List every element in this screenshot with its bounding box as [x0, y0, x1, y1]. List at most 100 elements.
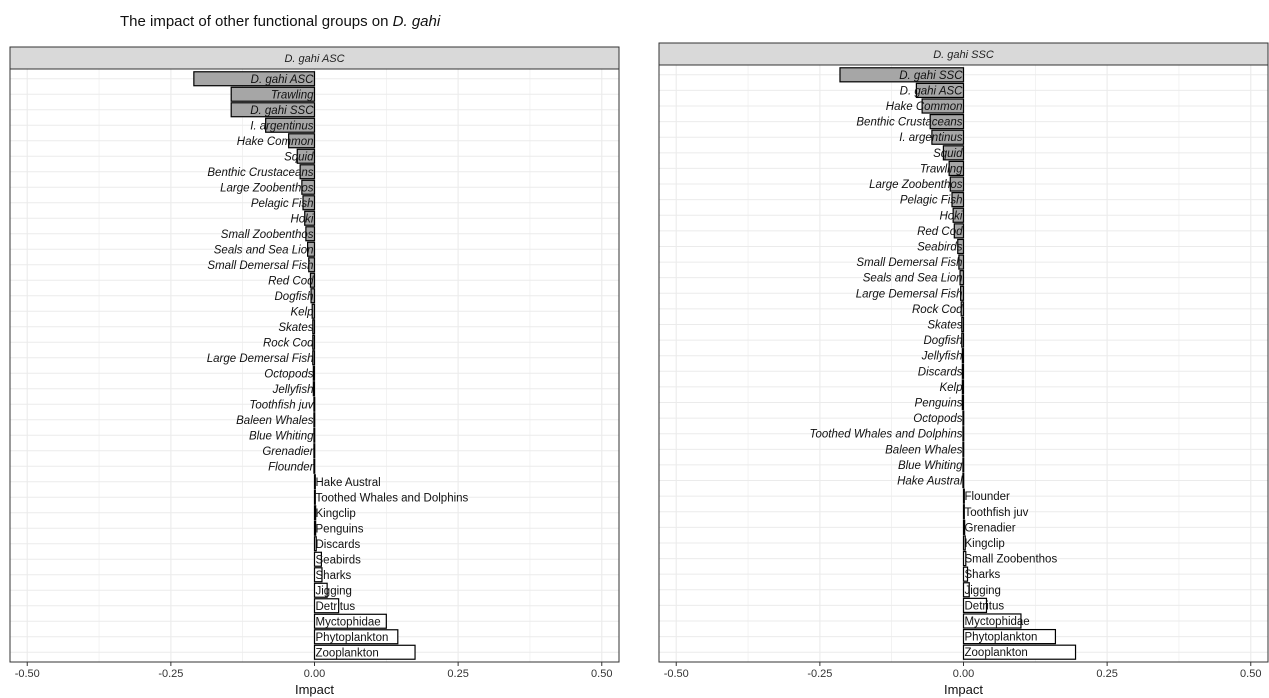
category-label: Phytoplankton	[316, 632, 389, 644]
category-label: Baleen Whales	[885, 444, 963, 456]
bar	[962, 410, 965, 426]
bar	[961, 348, 965, 364]
bar	[948, 160, 965, 177]
bar	[953, 223, 965, 239]
category-label: Seals and Sea Lion	[863, 273, 963, 285]
category-label: Hake Austral	[897, 476, 963, 488]
bar	[230, 86, 316, 102]
bar	[312, 350, 316, 366]
category-label: Hake Common	[237, 136, 314, 148]
x-tick-label: -0.25	[158, 668, 183, 680]
bar	[952, 207, 965, 223]
category-label: Myctophidae	[316, 616, 381, 628]
category-label: Penguins	[915, 398, 963, 410]
bar	[230, 102, 316, 118]
category-label: Rock Cod	[263, 337, 314, 349]
bar	[313, 613, 387, 629]
category-label: Jigging	[316, 585, 352, 597]
bar	[311, 303, 316, 319]
category-label: Penguins	[316, 523, 364, 535]
category-label: Sharks	[965, 569, 1001, 581]
bar	[313, 412, 316, 428]
category-label: Kelp	[939, 382, 963, 394]
category-label: Toothfish juv	[249, 399, 314, 411]
x-tick-label: 0.25	[447, 668, 468, 680]
category-label: Small Demersal Fish	[856, 257, 962, 269]
bar	[961, 332, 965, 348]
category-label: Skates	[278, 322, 313, 334]
category-label: Squid	[933, 148, 963, 160]
category-label: I. argentinus	[250, 120, 314, 132]
category-label: Large Zoobenthos	[220, 182, 314, 194]
category-label: Grenadier	[262, 446, 314, 458]
bar	[962, 597, 988, 614]
category-label: Toothfish juv	[965, 507, 1029, 519]
category-label: Detritus	[965, 600, 1005, 612]
x-tick-label: 0.50	[1240, 668, 1261, 680]
bar	[962, 488, 965, 504]
bar	[308, 257, 316, 273]
category-label: D. gahi ASC	[251, 74, 315, 86]
bar	[962, 426, 965, 442]
category-label: Discards	[316, 539, 361, 551]
category-label: Hoki	[939, 210, 962, 222]
category-label: Dogfish	[275, 291, 314, 303]
category-label: Rock Cod	[912, 304, 963, 316]
x-tick-label: 0.00	[953, 668, 974, 680]
bar	[962, 457, 965, 473]
category-label: Skates	[927, 319, 962, 331]
bar	[313, 520, 317, 536]
bar	[962, 628, 1057, 645]
bar	[951, 192, 965, 208]
bar	[313, 567, 323, 583]
bar	[265, 117, 316, 133]
bar	[960, 301, 965, 317]
bar	[304, 210, 316, 226]
category-label: D. gahi SSC	[250, 105, 314, 117]
category-label: Kelp	[290, 306, 314, 318]
x-tick-label: 0.25	[1096, 668, 1117, 680]
category-label: Sharks	[316, 570, 352, 582]
bar	[307, 241, 316, 257]
bar	[313, 644, 416, 660]
bar	[309, 272, 316, 288]
category-label: Red Cod	[917, 226, 963, 238]
category-label: Jellyfish	[272, 384, 314, 396]
bar	[962, 441, 965, 457]
category-label: Grenadier	[965, 522, 1016, 534]
bar	[929, 113, 965, 130]
category-label: Hake Austral	[316, 477, 381, 489]
x-tick-label: -0.50	[664, 668, 689, 680]
bar	[313, 629, 399, 645]
bar	[313, 582, 328, 598]
bar	[962, 613, 1022, 629]
category-label: Dogfish	[924, 335, 963, 347]
bar	[299, 164, 316, 180]
category-label: Seabirds	[917, 241, 963, 253]
category-label: Kingclip	[316, 508, 356, 520]
bar	[310, 288, 316, 304]
x-tick-label: -0.25	[807, 668, 832, 680]
bar	[961, 316, 965, 333]
category-label: Hake Common	[886, 101, 963, 113]
category-label: Flounder	[965, 491, 1011, 503]
bar	[962, 550, 967, 567]
category-label: Detritus	[316, 601, 356, 613]
bar	[312, 365, 316, 381]
category-label: Red Cod	[268, 275, 314, 287]
bar	[305, 226, 316, 242]
bar	[296, 148, 316, 164]
bar	[313, 458, 316, 474]
bar	[962, 504, 965, 520]
category-label: Seabirds	[316, 554, 362, 566]
bar	[312, 381, 316, 397]
x-tick-label: 0.50	[591, 668, 612, 680]
bar	[313, 489, 316, 505]
category-label: Zooplankton	[316, 647, 379, 659]
panel-1: D. gahi ASC Trawling D. gahi SSC I. argenti…	[9, 46, 620, 697]
category-label: Trawling	[920, 163, 963, 175]
bar	[313, 505, 317, 521]
category-label: Blue Whiting	[898, 460, 963, 472]
bar	[313, 536, 317, 552]
